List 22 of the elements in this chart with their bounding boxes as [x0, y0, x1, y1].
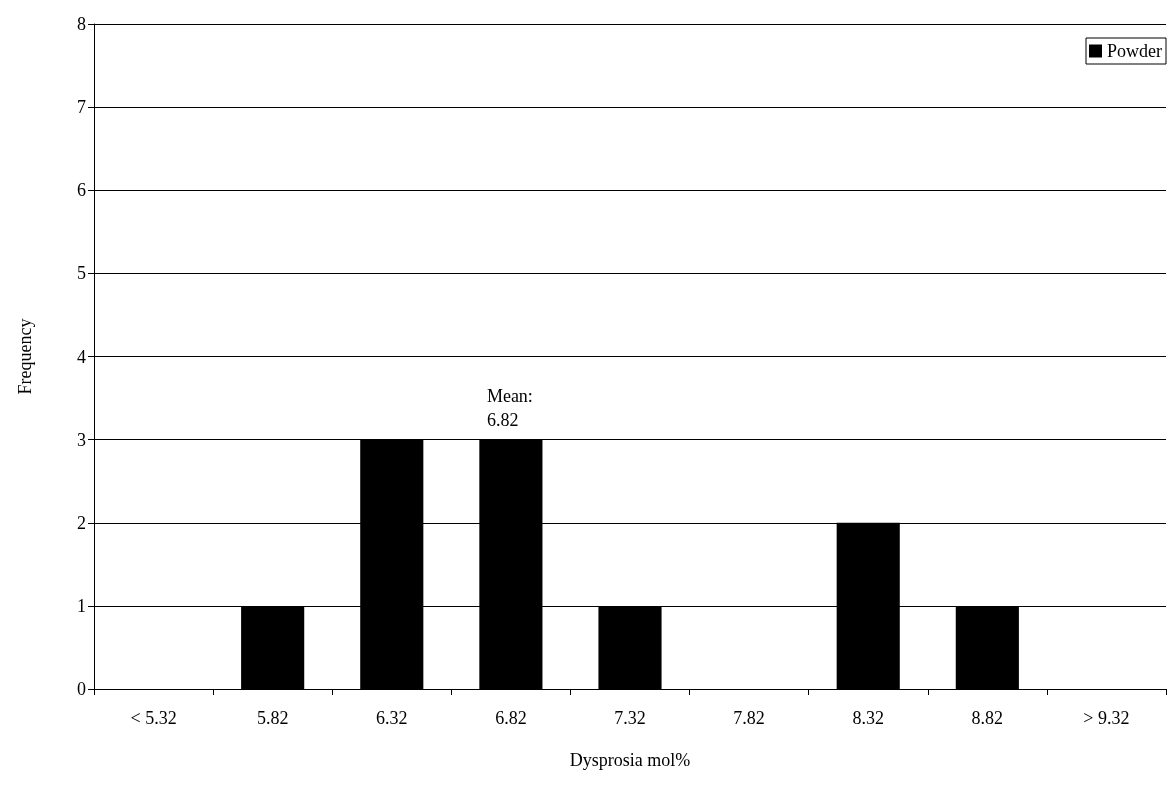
x-tick-label: > 9.32: [1083, 708, 1130, 728]
y-tick-label: 6: [77, 180, 86, 201]
x-tick-label: 8.32: [852, 708, 884, 728]
annotation: Mean: 6.82: [486, 385, 533, 430]
x-axis-title: Dysprosia mol%: [569, 750, 691, 770]
legend-label: Powder: [1107, 41, 1163, 61]
x-tick-label: 7.82: [733, 708, 765, 728]
x-tick-label: 6.32: [376, 708, 408, 728]
x-tick-label: < 5.32: [130, 708, 177, 728]
y-tick-label: 3: [77, 429, 86, 450]
y-tick-label: 0: [77, 679, 86, 699]
x-tick-label: 6.82: [495, 708, 527, 728]
y-tick-label: 8: [77, 14, 86, 34]
x-tick-label: 7.32: [614, 708, 646, 728]
y-tick-label: 7: [77, 97, 86, 118]
x-tick-label: 8.82: [971, 708, 1004, 728]
y-tick-label: 1: [77, 595, 86, 616]
y-tick-label: 4: [77, 346, 86, 367]
x-tick-label: 5.82: [256, 708, 289, 728]
y-tick-label: 2: [77, 512, 86, 533]
y-axis-title: Frequency: [15, 318, 35, 395]
y-tick-label: 5: [77, 263, 86, 284]
